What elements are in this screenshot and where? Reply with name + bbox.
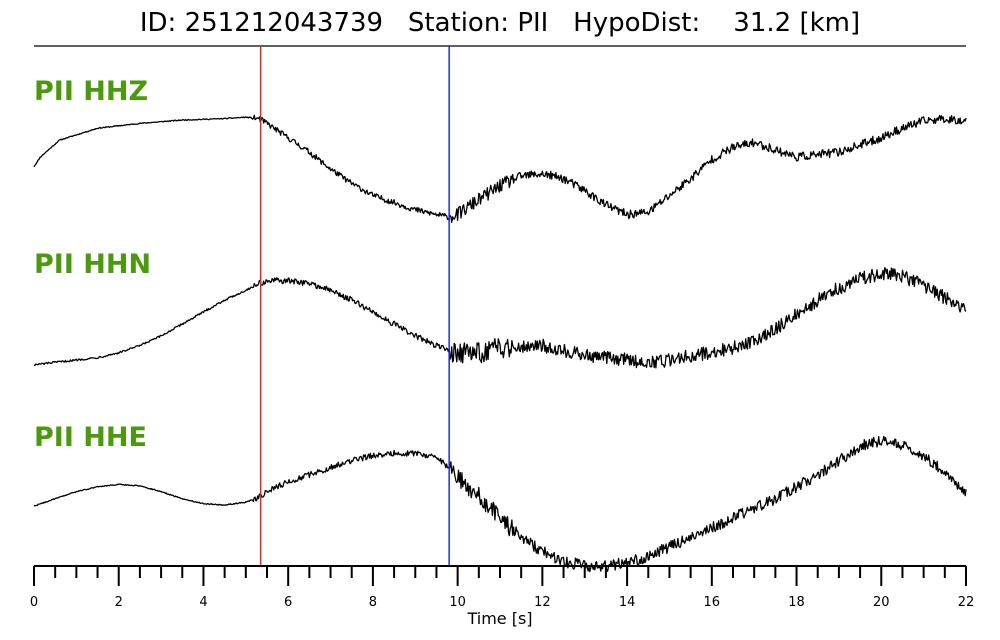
picks-group <box>259 46 450 566</box>
traces-group <box>33 114 967 573</box>
x-tick-label: 2 <box>115 595 123 610</box>
x-axis-label: Time [s] <box>466 609 532 628</box>
trace-pii-hhe <box>33 435 967 573</box>
x-tick-label: 12 <box>534 595 551 610</box>
trace-label-pii-hhn: PII HHN <box>34 249 151 280</box>
trace-label-pii-hhz: PII HHZ <box>34 76 148 107</box>
trace-labels-group: PII HHZ PII HHN PII HHE <box>34 76 151 453</box>
x-tick-label: 0 <box>30 595 38 610</box>
trace-pii-hhz <box>33 114 967 224</box>
x-axis: 0 2 4 6 8 10 12 14 16 18 20 22 <box>30 565 975 610</box>
x-tick-label: 8 <box>369 595 377 610</box>
trace-pii-hhn <box>33 267 967 369</box>
x-tick-label: 16 <box>704 595 721 610</box>
x-tick-label: 6 <box>284 595 292 610</box>
chart-title: ID: 251212043739 Station: PII HypoDist: … <box>139 8 861 38</box>
trace-label-pii-hhe: PII HHE <box>34 422 147 453</box>
x-tick-label: 20 <box>873 595 890 610</box>
x-tick-label: 22 <box>958 595 975 610</box>
x-tick-label: 4 <box>199 595 207 610</box>
x-tick-label: 10 <box>449 595 466 610</box>
x-tick-label: 18 <box>788 595 805 610</box>
x-tick-label: 14 <box>619 595 636 610</box>
